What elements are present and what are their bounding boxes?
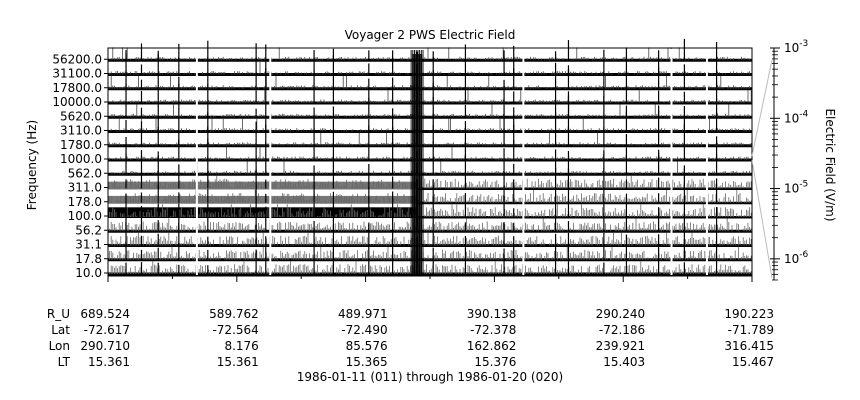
ephemeris-value: 15.403 bbox=[603, 355, 646, 369]
ephemeris-value: -72.378 bbox=[470, 323, 517, 337]
y-tick-label: 311.0 bbox=[68, 181, 102, 195]
ephemeris-value: 290.710 bbox=[80, 339, 130, 353]
plot-frame bbox=[107, 47, 753, 277]
plot-area bbox=[107, 38, 753, 277]
ephemeris-value: 15.361 bbox=[88, 355, 130, 369]
ephemeris-value: 15.361 bbox=[216, 355, 259, 369]
ephemeris-value: 589.762 bbox=[209, 307, 259, 321]
ephemeris-value: -72.564 bbox=[212, 323, 259, 337]
date-range: 1986-01-11 (011) through 1986-01-20 (020… bbox=[296, 370, 564, 384]
y-tick-label: 5620.0 bbox=[60, 109, 102, 123]
y-tick-label: 1000.0 bbox=[60, 152, 102, 166]
y-tick-label: 178.0 bbox=[68, 195, 102, 209]
ephemeris-value: 162.862 bbox=[466, 339, 517, 353]
channel-row bbox=[107, 224, 752, 247]
channel-noise bbox=[109, 61, 750, 75]
data-gap bbox=[269, 49, 272, 275]
y-axis-label: Frequency (Hz) bbox=[25, 120, 39, 211]
ephemeris-value: -71.789 bbox=[727, 323, 774, 337]
ephemeris-value: 290.240 bbox=[595, 307, 646, 321]
colorbar-tick-label: 10-4 bbox=[784, 109, 809, 125]
ephemeris-value: -72.490 bbox=[341, 323, 388, 337]
channel-band bbox=[108, 115, 752, 119]
storm-burst bbox=[412, 54, 423, 274]
y-tick-label: 56.2 bbox=[75, 223, 102, 237]
chart-title: Voyager 2 PWS Electric Field bbox=[345, 28, 516, 42]
ephemeris-value: 390.138 bbox=[466, 307, 517, 321]
ephemeris-value: 8.176 bbox=[224, 339, 259, 353]
colorbar: 10-3 10-4 10-5 10-6 bbox=[751, 39, 809, 281]
channel-row bbox=[108, 53, 752, 76]
data-gap bbox=[705, 49, 708, 275]
colorbar-tick-label: 10-6 bbox=[784, 250, 809, 266]
channel-band bbox=[108, 181, 418, 190]
ephemeris-label: Lat bbox=[51, 323, 70, 337]
ephemeris-value: -72.186 bbox=[598, 323, 646, 337]
channel-band bbox=[417, 201, 752, 205]
frequency-axis: 56200.031100.017800.010000.05620.03110.0… bbox=[52, 52, 108, 280]
y-tick-label: 3110.0 bbox=[60, 124, 102, 138]
channel-row bbox=[107, 38, 752, 62]
ephemeris-row: Lon 290.710 8.176 85.576 162.862 239.921 316.4… bbox=[0, 338, 860, 355]
colorbar-tick-label: 10-5 bbox=[784, 180, 808, 196]
ephemeris-value: 316.415 bbox=[724, 339, 774, 353]
channel-row bbox=[107, 138, 752, 162]
ephemeris-value: 15.467 bbox=[732, 355, 774, 369]
y-tick-label: 10000.0 bbox=[52, 95, 102, 109]
data-gap bbox=[522, 49, 525, 275]
channel-noise bbox=[110, 161, 750, 175]
colorbar-connector bbox=[751, 59, 773, 157]
colorbar-label: Electric Field (V/m) bbox=[823, 108, 837, 221]
y-tick-label: 562.0 bbox=[68, 166, 102, 180]
channel-band bbox=[108, 207, 418, 218]
ephemeris-row: Lat -72.617 -72.564 -72.490 -72.378 -72.186 -7… bbox=[0, 322, 860, 339]
data-gap bbox=[670, 49, 673, 275]
ephemeris-row: LT 15.361 15.361 15.365 15.376 15.403 15.467 bbox=[0, 354, 860, 371]
ephemeris-value: 15.365 bbox=[345, 355, 388, 369]
ephemeris-value: 190.223 bbox=[724, 307, 774, 321]
y-tick-label: 100.0 bbox=[68, 209, 102, 223]
ephemeris-label: LT bbox=[57, 355, 70, 369]
ephemeris-value: -72.617 bbox=[83, 323, 130, 337]
channel-band bbox=[417, 187, 752, 190]
colorbar-connector bbox=[751, 159, 773, 279]
spectrogram-chart: Voyager 2 PWS Electric Field 56200.03110… bbox=[25, 28, 837, 282]
y-tick-label: 31.1 bbox=[75, 238, 102, 252]
y-tick-label: 31100.0 bbox=[52, 67, 102, 81]
ephemeris-value: 85.576 bbox=[345, 339, 388, 353]
ephemeris-value: 689.524 bbox=[80, 307, 130, 321]
data-gap bbox=[195, 49, 198, 275]
ephemeris-label: R_U bbox=[46, 307, 70, 321]
y-tick-label: 17.8 bbox=[75, 252, 102, 266]
y-tick-label: 56200.0 bbox=[52, 52, 102, 66]
time-axis: 1986-01-111986-01-131986-01-151986-01-17… bbox=[107, 276, 753, 282]
colorbar-tick-label: 10-3 bbox=[784, 39, 808, 55]
ephemeris-value: 239.921 bbox=[595, 339, 646, 353]
y-tick-label: 10.0 bbox=[75, 266, 102, 280]
channel-row bbox=[107, 252, 752, 276]
channel-band bbox=[108, 195, 418, 204]
ephemeris-row: R_U 689.524 589.762 489.971 390.138 290.240 19… bbox=[0, 306, 860, 323]
y-tick-label: 1780.0 bbox=[60, 138, 102, 152]
ephemeris-label: Lon bbox=[48, 339, 70, 353]
channel-band bbox=[108, 58, 752, 62]
channel-band bbox=[417, 216, 752, 219]
ephemeris-value: 15.376 bbox=[474, 355, 517, 369]
ephemeris-value: 489.971 bbox=[337, 307, 388, 321]
y-tick-label: 17800.0 bbox=[52, 81, 102, 95]
